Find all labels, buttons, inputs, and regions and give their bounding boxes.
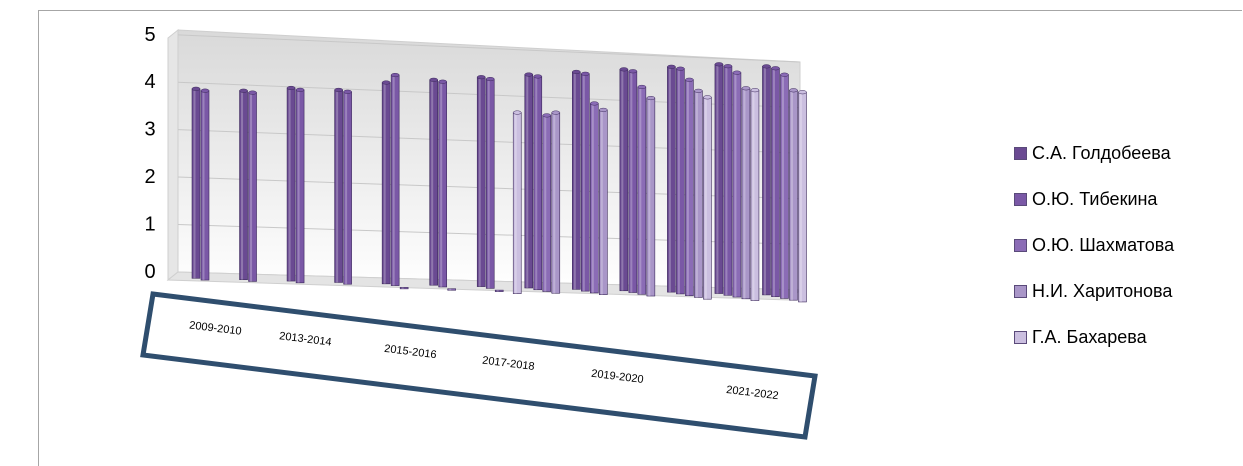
- bar: [676, 66, 685, 295]
- bar: [390, 72, 400, 286]
- bar: [637, 84, 647, 295]
- legend-label: О.Ю. Тибекина: [1032, 188, 1158, 209]
- category-label-box: [140, 291, 818, 440]
- bar: [750, 88, 760, 301]
- legend-swatch: [1014, 192, 1027, 206]
- gridline: [177, 34, 801, 63]
- bar: [447, 288, 456, 291]
- bar: [694, 88, 703, 298]
- legend-swatch: [1014, 146, 1027, 160]
- bar: [286, 85, 296, 282]
- bar: [533, 74, 543, 291]
- bar: [667, 64, 676, 293]
- y-tick-label: 0: [144, 261, 155, 283]
- y-tick-label: 5: [144, 24, 155, 46]
- bar: [485, 76, 495, 289]
- y-tick-label: 4: [144, 71, 155, 93]
- bar: [798, 90, 807, 303]
- bar: [248, 90, 257, 282]
- y-tick-label: 3: [144, 119, 155, 141]
- bar: [551, 110, 561, 294]
- bar: [599, 107, 608, 295]
- bar: [343, 89, 352, 285]
- y-tick-label: 2: [144, 166, 155, 188]
- legend-label: Н.И. Харитонова: [1032, 280, 1173, 301]
- legend: С.А. Голдобеева О.Ю. Тибекина О.Ю. Шахмато…: [1014, 130, 1174, 360]
- bar: [590, 101, 599, 294]
- x-tick-label: 2009-2010: [189, 319, 243, 337]
- legend-item: Г.А. Бахарева: [1014, 314, 1174, 360]
- bar: [191, 86, 201, 279]
- x-tick-label: 2019-2020: [591, 368, 645, 386]
- legend-swatch: [1014, 330, 1027, 344]
- legend-item: О.Ю. Шахматова: [1014, 222, 1174, 268]
- x-tick-label: 2013-2014: [279, 330, 333, 348]
- bar: [512, 110, 522, 294]
- bar: [780, 72, 789, 299]
- chart-svg: 0 1 2 3 4 5 2009-2010 2013-2014 2015-2016 2017-2…: [140, 24, 818, 440]
- bar: [429, 77, 438, 286]
- legend-swatch: [1014, 238, 1027, 252]
- bar: [200, 88, 210, 281]
- bar: [723, 64, 733, 296]
- bar: [771, 66, 780, 297]
- legend-label: Г.А. Бахарева: [1032, 326, 1147, 347]
- bar: [714, 62, 724, 294]
- bar: [581, 71, 590, 292]
- bar: [762, 64, 771, 296]
- bar: [381, 80, 391, 285]
- bar: [494, 289, 504, 292]
- bar: [476, 75, 486, 287]
- bar: [524, 72, 534, 289]
- legend-item: О.Ю. Тибекина: [1014, 176, 1174, 222]
- bar: [399, 287, 409, 290]
- x-tick-label: 2017-2018: [482, 355, 536, 373]
- bar: [703, 95, 712, 300]
- plot-side-wall: [167, 28, 179, 282]
- bar: [295, 87, 305, 284]
- legend-label: О.Ю. Шахматова: [1032, 234, 1175, 255]
- legend-item: Н.И. Харитонова: [1014, 268, 1174, 314]
- bar: [685, 77, 694, 296]
- x-tick-label: 2015-2016: [384, 343, 438, 361]
- bar: [619, 67, 629, 292]
- legend-item: С.А. Голдобеева: [1014, 130, 1174, 176]
- bar: [572, 69, 581, 290]
- bar: [628, 69, 638, 293]
- bar: [732, 70, 742, 298]
- y-tick-label: 1: [144, 213, 155, 235]
- legend-swatch: [1014, 284, 1027, 298]
- bar: [789, 88, 798, 301]
- bar: [334, 87, 343, 283]
- x-tick-label: 2021-2022: [726, 384, 780, 402]
- bar: [239, 88, 248, 280]
- bar: [438, 79, 447, 288]
- chart-frame: [38, 10, 1242, 466]
- bar: [646, 95, 656, 297]
- bar: [542, 113, 552, 292]
- bar: [741, 86, 751, 300]
- legend-label: С.А. Голдобеева: [1032, 142, 1171, 163]
